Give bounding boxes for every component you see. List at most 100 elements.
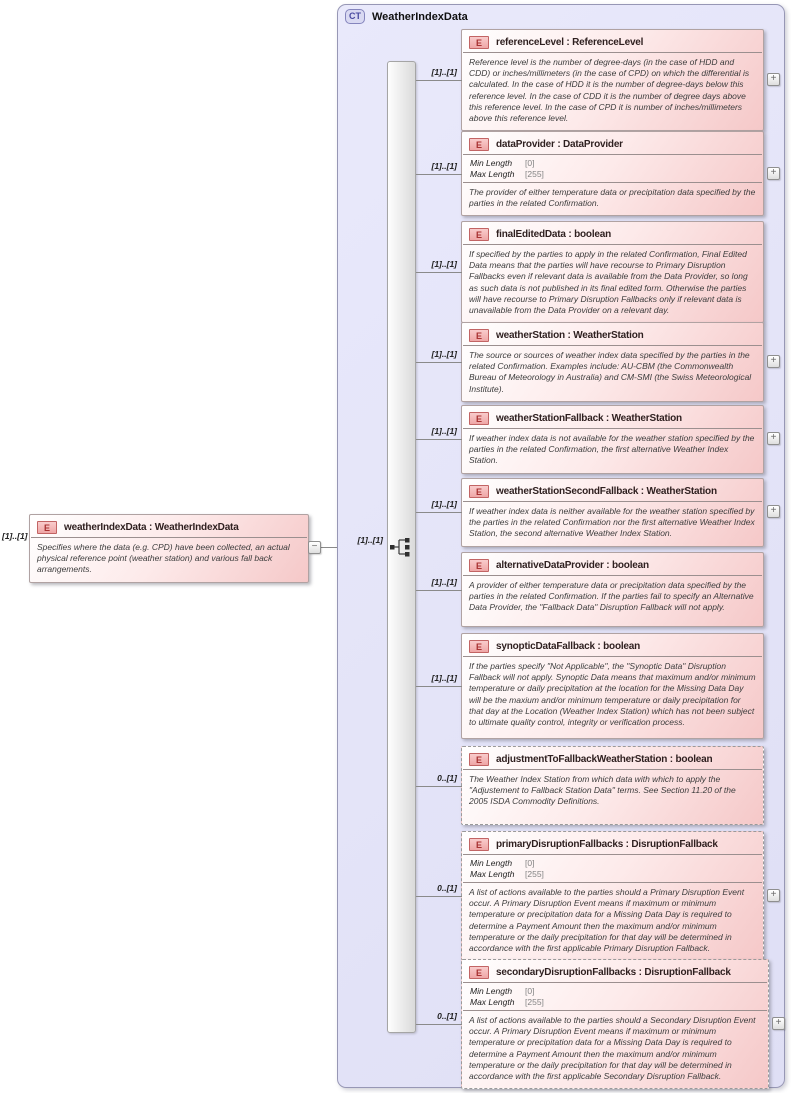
element-description: Reference level is the number of degree-… — [469, 57, 750, 124]
element-name: primaryDisruptionFallbacks — [496, 839, 624, 850]
element-card[interactable]: 0..[1] E primaryDisruptionFallbacks : Di… — [416, 831, 780, 962]
divider — [463, 52, 762, 53]
complex-type-panel: CT WeatherIndexData [1]..[1] E reference… — [337, 4, 785, 1090]
element-type: boolean — [675, 754, 713, 765]
element-card[interactable]: [1]..[1] E referenceLevel : ReferenceLev… — [416, 29, 780, 132]
cardinality-label: [1]..[1] — [431, 673, 458, 683]
element-name: synopticDataFallback — [496, 641, 595, 652]
element-type: DisruptionFallback — [631, 839, 718, 850]
cardinality-label: [1]..[1] — [431, 67, 458, 78]
root-link-cardinality-label: [1]..[1] — [357, 535, 384, 545]
facet-row: Max Length [255] — [470, 869, 755, 880]
divider — [463, 154, 762, 155]
element-name: weatherStation — [496, 330, 565, 341]
element-card[interactable]: [1]..[1] E synopticDataFallback : boolea… — [416, 633, 764, 739]
cardinality-label: [1]..[1] — [431, 348, 458, 359]
divider — [463, 428, 762, 429]
root-element-header: E weatherIndexData : WeatherIndexData — [30, 515, 308, 537]
type-separator: : — [146, 522, 155, 533]
expand-icon[interactable]: + — [767, 505, 780, 519]
element-description: If specified by the parties to apply in … — [469, 249, 748, 316]
connector-line — [416, 80, 462, 82]
root-element-card[interactable]: E weatherIndexData : WeatherIndexData Sp… — [29, 514, 309, 583]
facets-section: Min Length [0] Max Length [255] — [462, 155, 763, 182]
element-card[interactable]: [1]..[1] E weatherStationFallback : Weat… — [416, 405, 780, 474]
element-badge: E — [469, 838, 489, 851]
element-type: boolean — [611, 560, 649, 571]
type-separator: : — [603, 560, 612, 571]
element-header: E weatherStationFallback : WeatherStatio… — [462, 406, 763, 428]
divider — [463, 244, 762, 245]
element-description: The provider of either temperature data … — [469, 187, 756, 209]
collapse-icon[interactable]: − — [308, 541, 321, 554]
type-separator: : — [563, 37, 573, 48]
facet-row: Min Length [0] — [470, 158, 755, 169]
element-header: E referenceLevel : ReferenceLevel — [462, 30, 763, 52]
element-title: secondaryDisruptionFallbacks : Disruptio… — [496, 965, 731, 979]
facet-value: [0] — [525, 858, 535, 868]
element-card[interactable]: [1]..[1] E dataProvider : DataProvider M… — [416, 131, 780, 217]
element-badge: E — [469, 753, 489, 766]
type-separator: : — [636, 967, 645, 978]
cardinality-label: [1]..[1] — [431, 499, 458, 510]
element-header: E finalEditedData : boolean — [462, 222, 763, 244]
facet-value: [255] — [525, 868, 544, 879]
divider — [463, 345, 762, 346]
expand-icon[interactable]: + — [767, 432, 780, 446]
element-title: weatherStation : WeatherStation — [496, 328, 644, 342]
cardinality-label: [1]..[1] — [431, 426, 458, 437]
element-title: primaryDisruptionFallbacks : DisruptionF… — [496, 837, 718, 851]
element-title: alternativeDataProvider : boolean — [496, 558, 649, 572]
element-header: E secondaryDisruptionFallbacks : Disrupt… — [462, 960, 768, 982]
facet-label: Min Length — [470, 858, 513, 868]
element-card[interactable]: [1]..[1] E weatherStationSecondFallback … — [416, 478, 780, 547]
facet-label: Max Length — [470, 168, 515, 179]
connector-line — [416, 785, 462, 787]
connector-line — [416, 272, 462, 274]
connector-line — [416, 1024, 462, 1026]
element-card[interactable]: [1]..[1] E alternativeDataProvider : boo… — [416, 552, 764, 627]
element-type: boolean — [574, 229, 612, 240]
facet-label: Max Length — [470, 996, 515, 1007]
facets-section: Min Length [0] Max Length [255] — [462, 983, 768, 1010]
type-separator: : — [638, 486, 647, 497]
element-badge: E — [469, 412, 489, 425]
expand-icon[interactable]: + — [767, 166, 780, 180]
type-separator: : — [565, 229, 575, 240]
element-description: A provider of either temperature data or… — [469, 580, 754, 613]
element-card[interactable]: 0..[1] E adjustmentToFallbackWeatherStat… — [416, 746, 764, 825]
facets-section: Min Length [0] Max Length [255] — [462, 855, 763, 882]
facet-value: [0] — [525, 158, 535, 168]
element-card[interactable]: [1]..[1] E finalEditedData : boolean If … — [416, 221, 764, 324]
element-title: adjustmentToFallbackWeatherStation : boo… — [496, 752, 713, 766]
element-description: The source or sources of weather index d… — [469, 350, 752, 394]
element-description: A list of actions available to the parti… — [469, 887, 745, 954]
divider — [463, 182, 762, 183]
element-card[interactable]: 0..[1] E secondaryDisruptionFallbacks : … — [416, 959, 785, 1090]
expand-icon[interactable]: + — [767, 73, 780, 87]
element-header: E dataProvider : DataProvider — [462, 132, 763, 154]
divider — [463, 1010, 767, 1011]
expand-icon[interactable]: + — [767, 354, 780, 368]
element-badge: E — [37, 521, 57, 534]
element-card[interactable]: [1]..[1] E weatherStation : WeatherStati… — [416, 322, 780, 402]
facet-label: Min Length — [470, 986, 513, 996]
element-title: referenceLevel : ReferenceLevel — [496, 35, 643, 49]
cardinality-label: 0..[1] — [437, 1011, 457, 1022]
expand-icon[interactable]: + — [767, 889, 780, 903]
type-separator: : — [667, 754, 676, 765]
divider — [463, 656, 762, 657]
connector-line — [416, 686, 462, 687]
element-badge: E — [469, 559, 489, 572]
connector-line — [416, 896, 462, 898]
expand-icon[interactable]: + — [772, 1017, 785, 1031]
complex-type-title: WeatherIndexData — [372, 10, 468, 23]
element-badge: E — [469, 36, 489, 49]
facet-value: [255] — [525, 168, 544, 179]
type-separator: : — [564, 330, 574, 341]
element-badge: E — [469, 966, 489, 979]
sequence-icon — [390, 538, 410, 557]
facet-row: Max Length [255] — [470, 169, 755, 180]
element-name: weatherStationFallback — [496, 413, 604, 424]
complex-type-badge: CT — [345, 9, 365, 24]
